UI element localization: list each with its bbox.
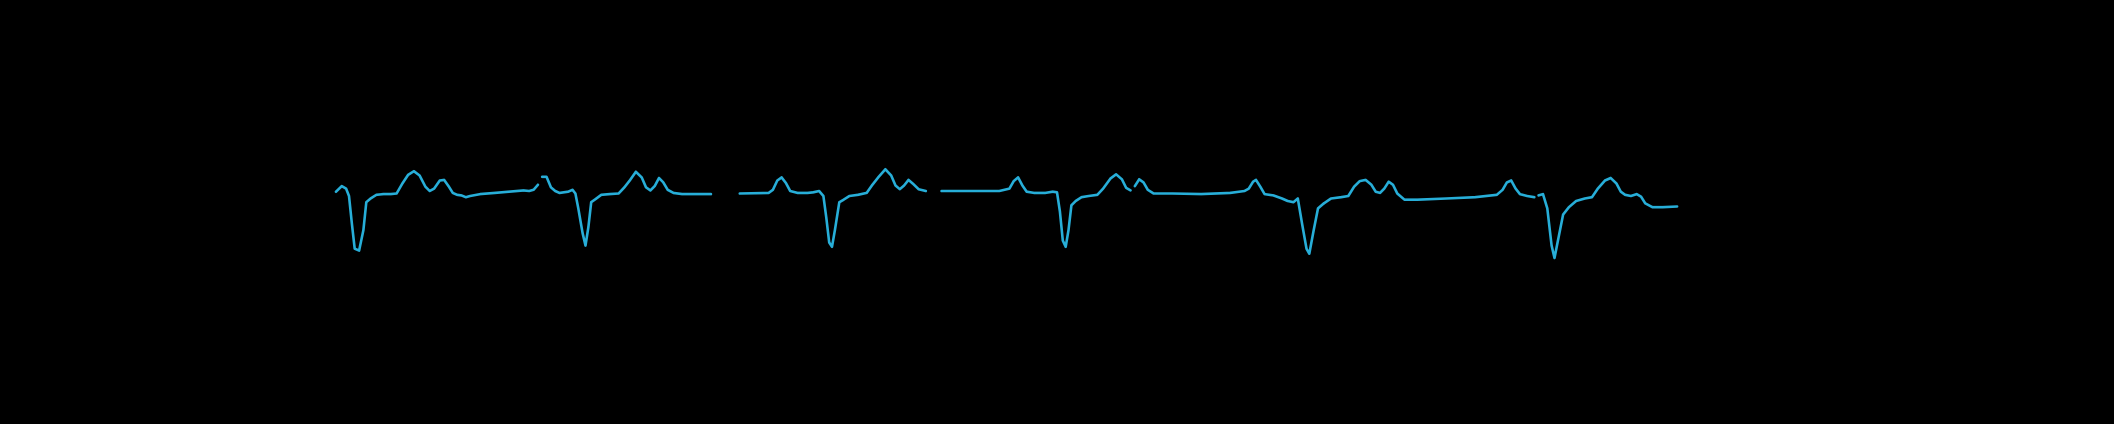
ecg-trace-group (334, 168, 1679, 260)
ecg-beat-6 (1322, 178, 1536, 205)
ecg-beat-4 (940, 173, 1132, 249)
ecg-beat-5 (1133, 178, 1326, 255)
ecg-beat-2 (540, 170, 713, 247)
ecg-beat-3 (738, 168, 928, 249)
ecg-beat-7 (1537, 176, 1679, 260)
ecg-beat-1 (334, 169, 540, 252)
